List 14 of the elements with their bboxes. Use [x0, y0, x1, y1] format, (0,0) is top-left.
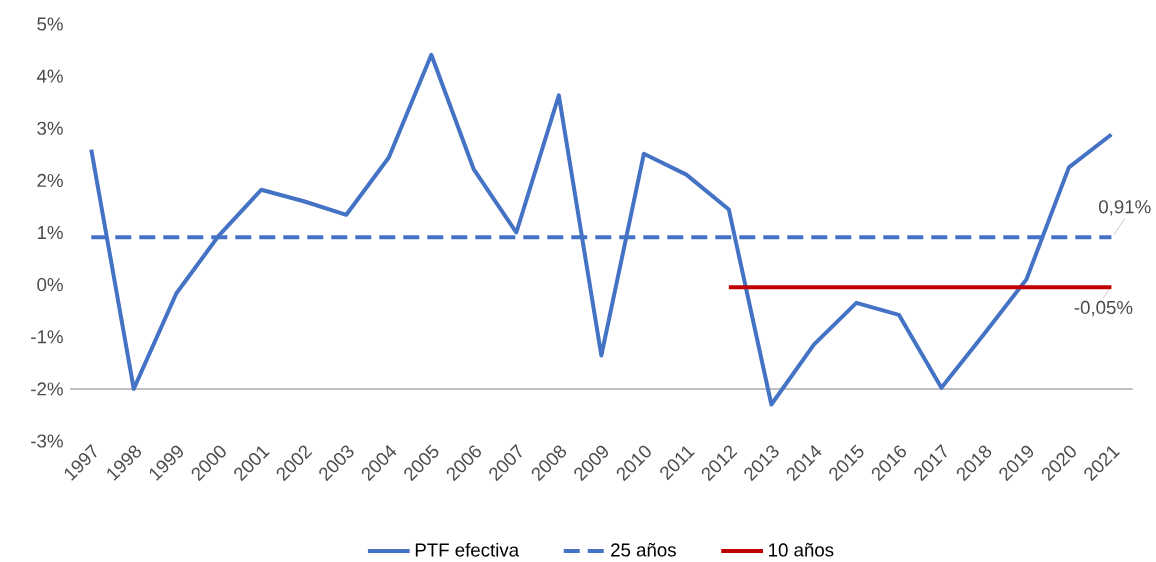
y-tick-label: -3% [31, 434, 63, 448]
y-tick-label: -2% [31, 382, 63, 396]
y-tick-label: 4% [36, 69, 63, 83]
y-tick-label: -1% [31, 330, 63, 344]
y-tick-label: 0% [37, 278, 63, 292]
data-label: 0,91% [1099, 200, 1151, 216]
y-tick-label: 2% [37, 173, 63, 187]
legend-label: 25 años [611, 542, 676, 557]
y-tick-label: 5% [37, 17, 63, 31]
y-tick-label: 3% [37, 121, 63, 135]
data-label: -0,05% [1074, 300, 1133, 317]
legend-label: 10 años [769, 542, 834, 557]
legend-label: PTF efectiva [415, 542, 520, 557]
y-tick-label: 1% [37, 225, 63, 240]
